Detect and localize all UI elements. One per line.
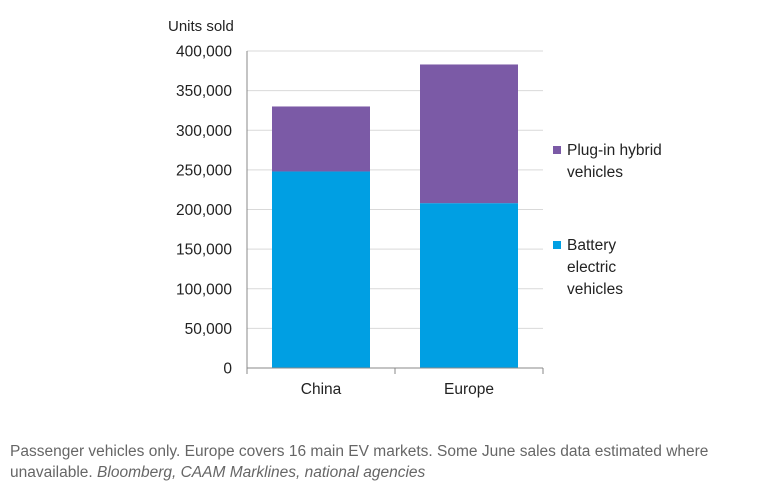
footnote-source: Bloomberg, CAAM Marklines, national agen… xyxy=(97,464,426,481)
y-tick-label: 150,000 xyxy=(176,242,232,259)
legend-label: vehicles xyxy=(567,164,623,181)
legend-label: Battery xyxy=(567,237,616,254)
legend: Plug-in hybrid vehicles Battery electric veh… xyxy=(553,142,662,298)
bars xyxy=(272,64,518,368)
footnote: Passenger vehicles only. Europe covers 1… xyxy=(10,441,760,483)
bar-segment xyxy=(272,106,370,172)
bar-segment xyxy=(420,203,518,368)
chart: 0 50,000 100,000 150,000 200,000 250,000 300,0… xyxy=(168,18,662,398)
y-tick-label: 200,000 xyxy=(176,202,232,219)
bar-segment xyxy=(272,171,370,368)
x-tick-label: China xyxy=(301,381,342,398)
bar-segment xyxy=(420,64,518,204)
legend-label: Plug-in hybrid xyxy=(567,142,662,159)
legend-swatch xyxy=(553,146,561,154)
footnote-text: Passenger vehicles only. Europe covers 1… xyxy=(10,443,709,481)
y-tick-labels: 0 50,000 100,000 150,000 200,000 250,000 300,0… xyxy=(176,44,232,378)
y-tick-label: 400,000 xyxy=(176,44,232,61)
y-tick-label: 350,000 xyxy=(176,83,232,100)
x-tick-labels: China Europe xyxy=(301,381,494,398)
y-tick-label: 300,000 xyxy=(176,123,232,140)
legend-swatch xyxy=(553,241,561,249)
legend-label: electric xyxy=(567,259,616,276)
axes xyxy=(246,51,544,374)
legend-label: vehicles xyxy=(567,281,623,298)
y-tick-label: 250,000 xyxy=(176,162,232,179)
y-tick-label: 50,000 xyxy=(185,321,233,338)
y-axis-title: Units sold xyxy=(168,18,234,35)
x-tick-label: Europe xyxy=(444,381,494,398)
y-tick-label: 0 xyxy=(223,361,232,378)
y-tick-label: 100,000 xyxy=(176,281,232,298)
